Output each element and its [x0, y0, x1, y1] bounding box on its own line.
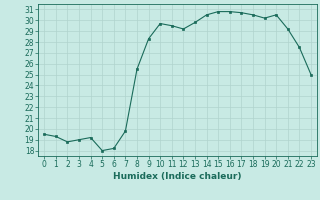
X-axis label: Humidex (Indice chaleur): Humidex (Indice chaleur): [113, 172, 242, 181]
